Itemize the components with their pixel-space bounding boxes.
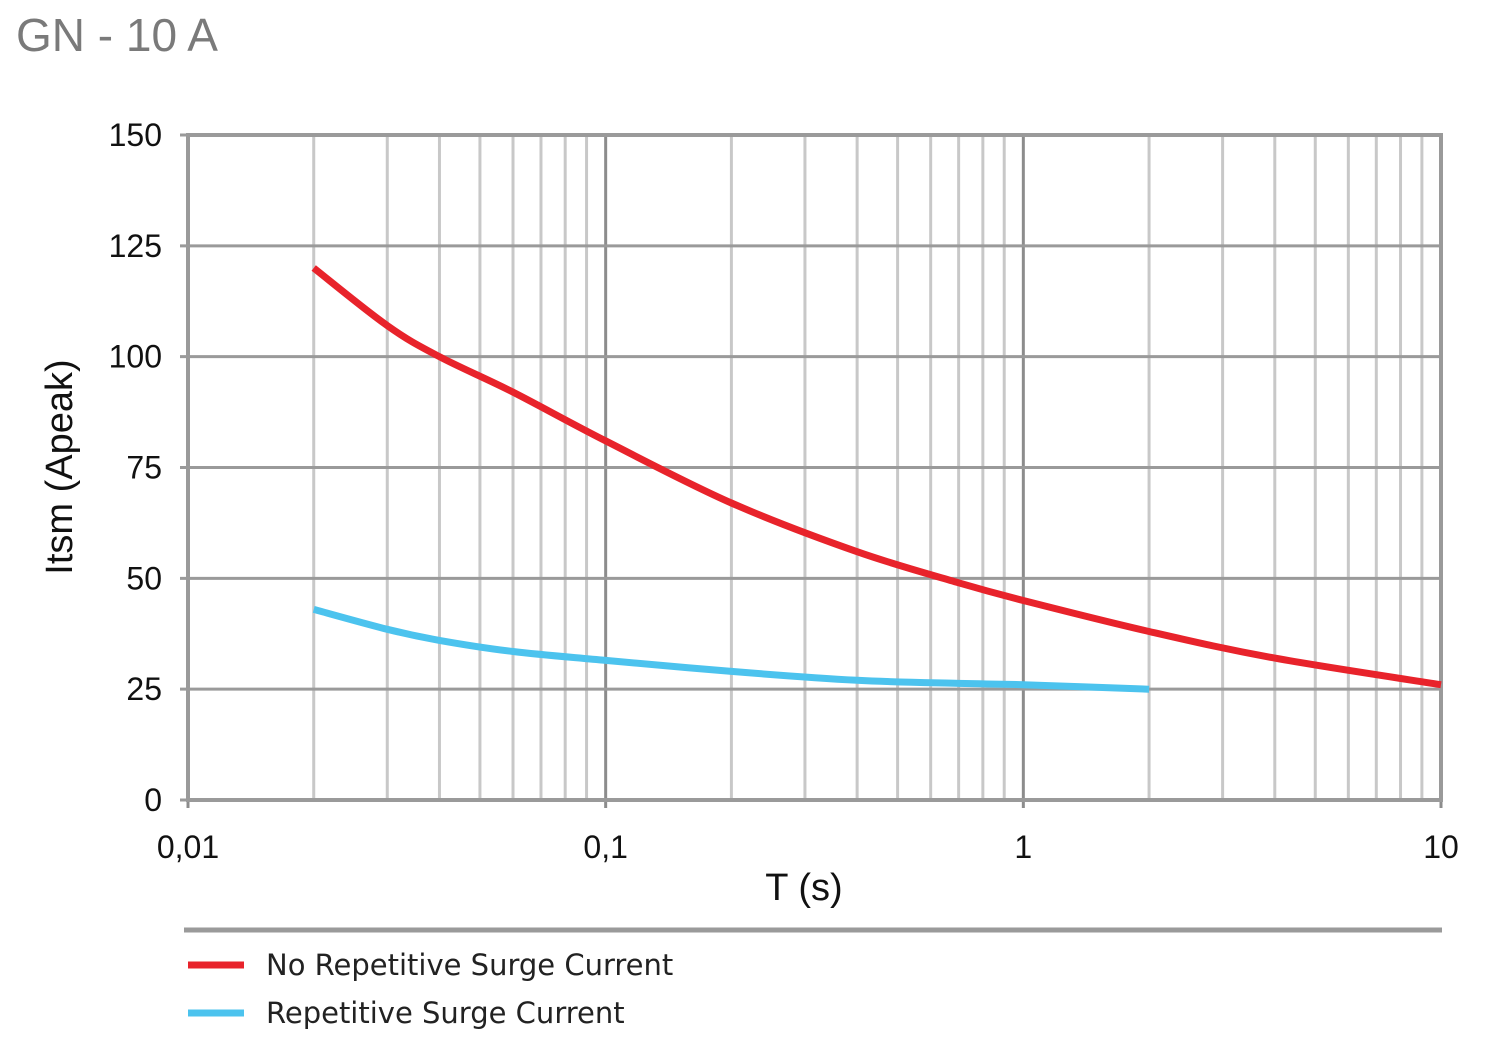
x-tick-label: 0,1 <box>583 829 627 865</box>
x-tick-label: 1 <box>1014 829 1032 865</box>
x-tick-label: 10 <box>1423 829 1459 865</box>
y-tick-label: 75 <box>126 450 162 486</box>
y-tick-label: 0 <box>144 782 162 818</box>
y-axis-title: Itsm (Apeak) <box>39 359 81 574</box>
chart-title: GN - 10 A <box>16 9 218 61</box>
y-tick-labels: 0 25 50 75 100 125 150 <box>109 117 162 818</box>
y-tick-label: 25 <box>126 671 162 707</box>
x-axis-title: T (s) <box>765 867 842 909</box>
series-line-1 <box>311 265 1442 689</box>
y-tick-label: 100 <box>109 339 162 375</box>
legend: No Repetitive Surge Current Repetitive Su… <box>188 948 673 1030</box>
series-line-2 <box>312 606 1150 693</box>
legend-label-2: Repetitive Surge Current <box>266 996 625 1030</box>
series-lines <box>311 265 1442 693</box>
y-tick-label: 50 <box>126 560 162 596</box>
x-tick-label: 0,01 <box>157 829 219 865</box>
x-tick-labels: 0,01 0,1 1 10 <box>157 829 1459 865</box>
y-tick-label: 150 <box>109 117 162 153</box>
y-tick-label: 125 <box>109 228 162 264</box>
plot-frame <box>186 133 1443 802</box>
major-grid <box>180 133 1443 808</box>
legend-label-1: No Repetitive Surge Current <box>266 948 673 982</box>
